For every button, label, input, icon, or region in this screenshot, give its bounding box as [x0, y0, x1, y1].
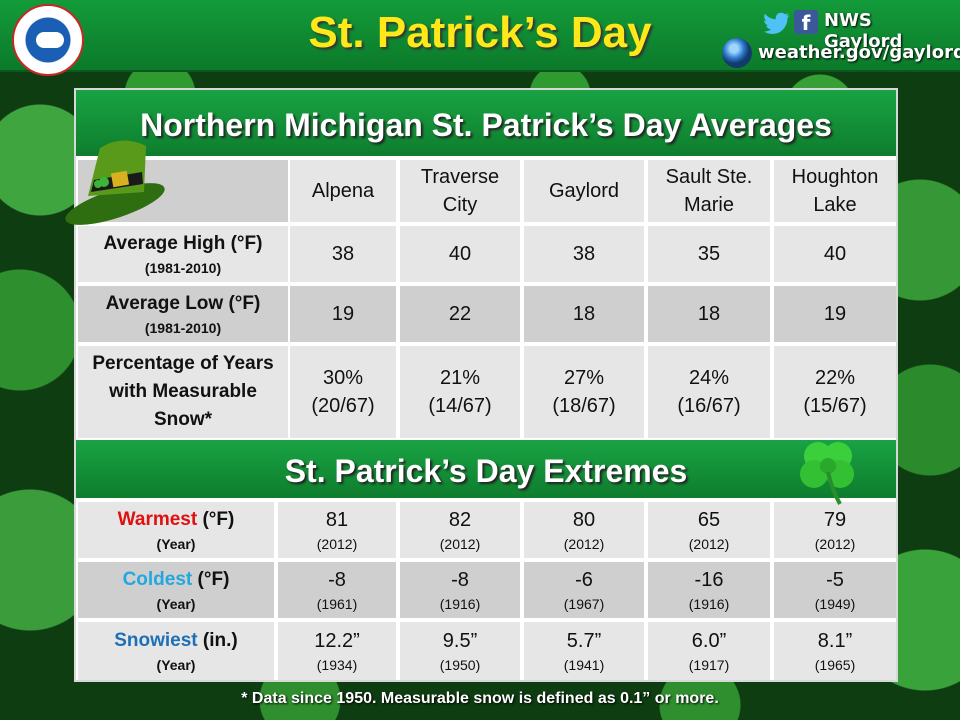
table-cell: 8.1” (1965): [774, 622, 896, 680]
nws-logo-icon: [12, 4, 84, 76]
row-label: Coldest (°F) (Year): [78, 562, 274, 618]
header-bar: St. Patrick’s Day f NWS Gaylord weather.…: [0, 0, 960, 76]
table-cell: -5 (1949): [774, 562, 896, 618]
table-cell: 5.7” (1941): [524, 622, 644, 680]
leprechaun-hat-icon: [65, 140, 165, 225]
data-panel: Northern Michigan St. Patrick’s Day Aver…: [65, 88, 898, 682]
table-cell: -8 (1916): [400, 562, 520, 618]
table-cell: 81 (2012): [278, 502, 396, 558]
website-link[interactable]: weather.gov/gaylord: [758, 42, 960, 63]
city-header: Traverse City: [400, 160, 520, 222]
social-links: f NWS Gaylord weather.gov/gaylord: [722, 10, 960, 70]
table-cell: 38: [524, 226, 644, 282]
row-label: Average High (°F) (1981-2010): [78, 226, 288, 282]
table-cell: 38: [290, 226, 396, 282]
table-cell: 30% (20/67): [290, 346, 396, 438]
table-cell: 22: [400, 286, 520, 342]
table-cell: -8 (1961): [278, 562, 396, 618]
table-cell: 21% (14/67): [400, 346, 520, 438]
table-cell: 79 (2012): [774, 502, 896, 558]
table-cell: 18: [648, 286, 770, 342]
table-cell: 12.2” (1934): [278, 622, 396, 680]
table-cell: 40: [400, 226, 520, 282]
table-cell: 35: [648, 226, 770, 282]
row-label: Percentage of Years with Measurable Snow…: [78, 346, 288, 438]
globe-icon[interactable]: [722, 38, 752, 68]
table-cell: 27% (18/67): [524, 346, 644, 438]
city-header: Gaylord: [524, 160, 644, 222]
averages-title: Northern Michigan St. Patrick’s Day Aver…: [76, 90, 896, 156]
table-cell: 9.5” (1950): [400, 622, 520, 680]
table-cell: 18: [524, 286, 644, 342]
city-header: Sault Ste. Marie: [648, 160, 770, 222]
table-cell: 19: [290, 286, 396, 342]
twitter-icon[interactable]: [764, 12, 790, 34]
city-header: Alpena: [290, 160, 396, 222]
table-cell: 80 (2012): [524, 502, 644, 558]
row-label: Average Low (°F) (1981-2010): [78, 286, 288, 342]
table-cell: 24% (16/67): [648, 346, 770, 438]
social-handle[interactable]: NWS Gaylord: [824, 10, 903, 52]
table-cell: -16 (1916): [648, 562, 770, 618]
footnote: * Data since 1950. Measurable snow is de…: [241, 690, 719, 707]
facebook-icon[interactable]: f: [794, 10, 818, 35]
extremes-title: St. Patrick’s Day Extremes: [76, 440, 896, 498]
table-cell: -6 (1967): [524, 562, 644, 618]
shamrock-icon: [800, 442, 854, 505]
table-cell: 22% (15/67): [774, 346, 896, 438]
table-cell: 19: [774, 286, 896, 342]
table-cell: 6.0” (1917): [648, 622, 770, 680]
table-cell: 65 (2012): [648, 502, 770, 558]
table-cell: 40: [774, 226, 896, 282]
page-title: St. Patrick’s Day: [308, 8, 652, 57]
table-cell: 82 (2012): [400, 502, 520, 558]
row-label: Snowiest (in.) (Year): [78, 622, 274, 680]
row-label: Warmest (°F) (Year): [78, 502, 274, 558]
city-header: Houghton Lake: [774, 160, 896, 222]
